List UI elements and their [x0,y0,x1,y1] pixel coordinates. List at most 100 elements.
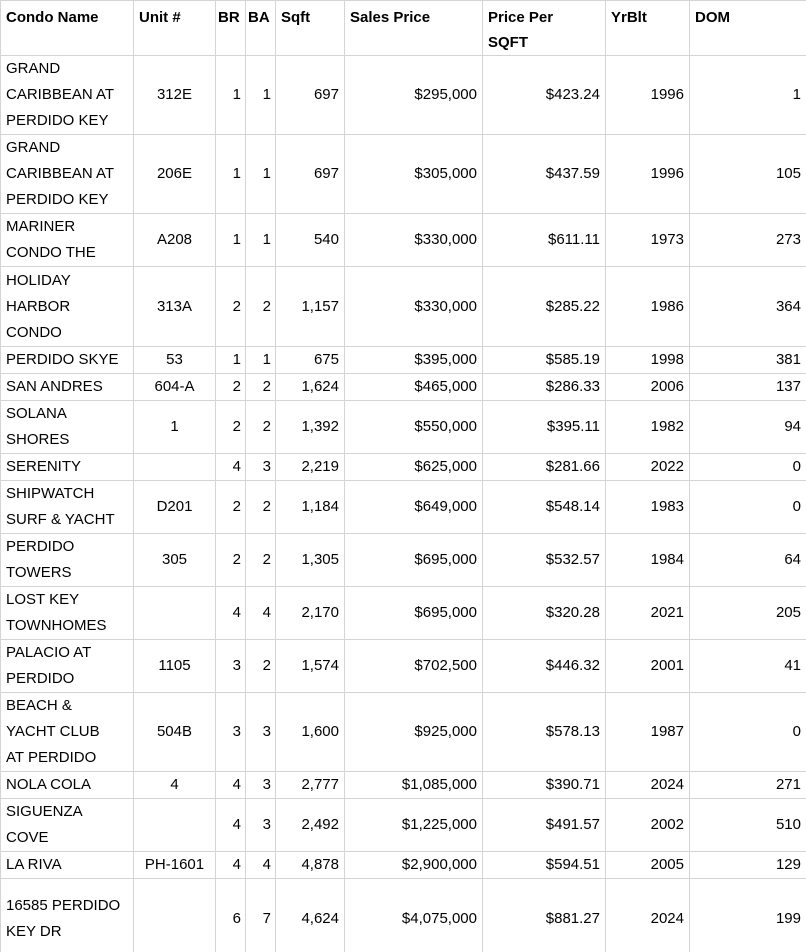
cell-ba[interactable]: 1 [245,213,276,267]
cell-unit[interactable]: PH-1601 [133,851,216,879]
cell-dom[interactable]: 64 [689,533,806,587]
cell-name[interactable]: PALACIO AT PERDIDO [0,639,134,693]
cell-price-per-sqft[interactable]: $285.22 [482,266,606,347]
cell-dom[interactable]: 94 [689,400,806,454]
cell-ba[interactable]: 3 [245,453,276,481]
cell-sales-price[interactable]: $330,000 [344,213,483,267]
cell-sales-price[interactable]: $465,000 [344,373,483,401]
cell-dom[interactable]: 381 [689,346,806,374]
cell-name[interactable]: GRAND CARIBBEAN AT PERDIDO KEY [0,134,134,214]
cell-sqft[interactable]: 540 [275,213,345,267]
cell-price-per-sqft[interactable]: $611.11 [482,213,606,267]
cell-sales-price[interactable]: $1,225,000 [344,798,483,852]
cell-dom[interactable]: 129 [689,851,806,879]
cell-dom[interactable]: 0 [689,692,806,772]
cell-sqft[interactable]: 675 [275,346,345,374]
cell-sales-price[interactable]: $330,000 [344,266,483,347]
cell-sales-price[interactable]: $2,900,000 [344,851,483,879]
cell-sales-price[interactable]: $4,075,000 [344,878,483,952]
cell-br[interactable]: 2 [215,480,246,534]
header-sales-price[interactable]: Sales Price [344,0,483,56]
cell-dom[interactable]: 41 [689,639,806,693]
cell-name[interactable]: PERDIDO SKYE [0,346,134,374]
cell-br[interactable]: 4 [215,798,246,852]
cell-sales-price[interactable]: $395,000 [344,346,483,374]
cell-br[interactable]: 1 [215,213,246,267]
cell-yrblt[interactable]: 2024 [605,771,690,799]
cell-sqft[interactable]: 697 [275,55,345,135]
cell-dom[interactable]: 0 [689,480,806,534]
cell-sales-price[interactable]: $550,000 [344,400,483,454]
cell-dom[interactable]: 271 [689,771,806,799]
cell-yrblt[interactable]: 2006 [605,373,690,401]
cell-unit[interactable]: 604-A [133,373,216,401]
cell-price-per-sqft[interactable]: $395.11 [482,400,606,454]
cell-price-per-sqft[interactable]: $532.57 [482,533,606,587]
cell-br[interactable]: 1 [215,55,246,135]
cell-sales-price[interactable]: $625,000 [344,453,483,481]
header-unit[interactable]: Unit # [133,0,216,56]
cell-price-per-sqft[interactable]: $446.32 [482,639,606,693]
cell-unit[interactable]: 1105 [133,639,216,693]
cell-ba[interactable]: 4 [245,851,276,879]
cell-dom[interactable]: 273 [689,213,806,267]
cell-sales-price[interactable]: $649,000 [344,480,483,534]
cell-sales-price[interactable]: $1,085,000 [344,771,483,799]
cell-name[interactable]: SAN ANDRES [0,373,134,401]
cell-ba[interactable]: 2 [245,639,276,693]
cell-sqft[interactable]: 2,219 [275,453,345,481]
cell-dom[interactable]: 364 [689,266,806,347]
cell-yrblt[interactable]: 1983 [605,480,690,534]
cell-name[interactable]: BEACH & YACHT CLUB AT PERDIDO [0,692,134,772]
cell-name[interactable]: LA RIVA [0,851,134,879]
cell-name[interactable]: GRAND CARIBBEAN AT PERDIDO KEY [0,55,134,135]
cell-name[interactable]: MARINER CONDO THE [0,213,134,267]
cell-yrblt[interactable]: 2024 [605,878,690,952]
cell-br[interactable]: 1 [215,134,246,214]
cell-yrblt[interactable]: 1996 [605,55,690,135]
cell-yrblt[interactable]: 2021 [605,586,690,640]
cell-sqft[interactable]: 4,624 [275,878,345,952]
cell-unit[interactable]: 206E [133,134,216,214]
cell-ba[interactable]: 1 [245,346,276,374]
cell-ba[interactable]: 2 [245,480,276,534]
cell-ba[interactable]: 2 [245,266,276,347]
cell-price-per-sqft[interactable]: $281.66 [482,453,606,481]
cell-unit[interactable]: 4 [133,771,216,799]
cell-price-per-sqft[interactable]: $594.51 [482,851,606,879]
cell-unit[interactable]: D201 [133,480,216,534]
cell-ba[interactable]: 1 [245,134,276,214]
cell-sqft[interactable]: 697 [275,134,345,214]
cell-br[interactable]: 1 [215,346,246,374]
cell-yrblt[interactable]: 2005 [605,851,690,879]
cell-ba[interactable]: 3 [245,771,276,799]
cell-unit[interactable]: 1 [133,400,216,454]
cell-unit[interactable]: 53 [133,346,216,374]
cell-unit[interactable]: 504B [133,692,216,772]
cell-dom[interactable]: 510 [689,798,806,852]
cell-sqft[interactable]: 2,170 [275,586,345,640]
cell-name[interactable]: SOLANA SHORES [0,400,134,454]
cell-name[interactable]: SHIPWATCH SURF & YACHT [0,480,134,534]
cell-sqft[interactable]: 4,878 [275,851,345,879]
cell-br[interactable]: 4 [215,851,246,879]
header-yrblt[interactable]: YrBlt [605,0,690,56]
cell-ba[interactable]: 3 [245,692,276,772]
cell-dom[interactable]: 1 [689,55,806,135]
cell-ba[interactable]: 2 [245,373,276,401]
cell-ba[interactable]: 2 [245,533,276,587]
cell-yrblt[interactable]: 1987 [605,692,690,772]
cell-br[interactable]: 2 [215,373,246,401]
cell-br[interactable]: 2 [215,533,246,587]
cell-sqft[interactable]: 1,157 [275,266,345,347]
cell-yrblt[interactable]: 1984 [605,533,690,587]
cell-br[interactable]: 4 [215,586,246,640]
cell-sqft[interactable]: 2,777 [275,771,345,799]
cell-sqft[interactable]: 1,600 [275,692,345,772]
cell-price-per-sqft[interactable]: $423.24 [482,55,606,135]
cell-sqft[interactable]: 2,492 [275,798,345,852]
cell-unit[interactable]: 305 [133,533,216,587]
cell-price-per-sqft[interactable]: $320.28 [482,586,606,640]
cell-price-per-sqft[interactable]: $491.57 [482,798,606,852]
cell-br[interactable]: 3 [215,692,246,772]
